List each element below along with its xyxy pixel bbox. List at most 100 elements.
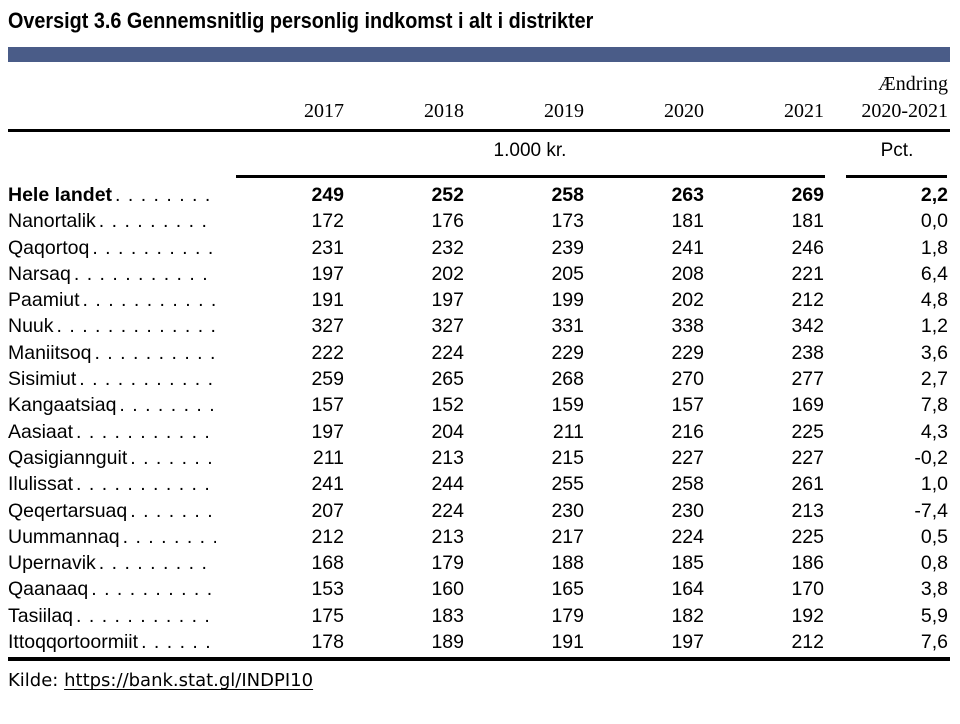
- table-row: Narsaq . . . . . . . . . . . . . . . . .…: [8, 261, 950, 287]
- district-label: Ittoqqortoormiit: [8, 631, 139, 654]
- district-label: Nanortalik: [8, 210, 96, 233]
- table-row: Paamiut . . . . . . . . . . . . . . . . …: [8, 287, 950, 313]
- value-2019: 199: [551, 289, 584, 312]
- change-header-line2: 2020-2021: [861, 100, 948, 122]
- dotted-leader: . . . . . . . . . . . . . . . . . . . . …: [122, 525, 216, 548]
- value-change: -7,4: [914, 499, 948, 522]
- value-2019: 188: [551, 552, 584, 575]
- value-2020: 230: [671, 499, 704, 522]
- value-change: 7,8: [920, 394, 948, 417]
- change-header-line1: Ændring: [878, 73, 948, 95]
- value-2017: 249: [311, 184, 344, 206]
- dotted-leader: . . . . . . . . . . . . . . . . . . . . …: [141, 631, 216, 654]
- value-2017: 327: [311, 315, 344, 338]
- value-change: 1,2: [920, 315, 948, 338]
- dotted-leader: . . . . . . . . . . . . . . . . . . . . …: [76, 473, 216, 496]
- value-2018: 232: [431, 236, 464, 259]
- table-row: Aasiaat . . . . . . . . . . . . . . . . …: [8, 419, 950, 445]
- value-2018: 213: [431, 525, 464, 548]
- value-change: 5,9: [920, 604, 948, 627]
- value-2020: 224: [671, 525, 704, 548]
- value-2017: 197: [311, 420, 344, 443]
- year-header-2017: 2017: [304, 100, 344, 122]
- value-2017: 207: [311, 499, 344, 522]
- value-2020: 181: [671, 210, 704, 233]
- dotted-leader: . . . . . . . . . . . . . . . . . . . . …: [79, 368, 216, 391]
- source-link[interactable]: https://bank.stat.gl/INDPI10: [64, 670, 314, 692]
- value-2020: 263: [671, 184, 704, 206]
- district-label: Qaanaaq: [8, 578, 89, 601]
- value-2019: 215: [551, 446, 584, 469]
- value-change: 1,0: [920, 473, 948, 496]
- value-2018: 252: [431, 184, 464, 206]
- value-change: 2,7: [920, 368, 948, 391]
- value-2020: 164: [671, 578, 704, 601]
- value-2020: 229: [671, 341, 704, 364]
- dotted-leader: . . . . . . . . . . . . . . . . . . . . …: [130, 446, 216, 469]
- value-2021: 269: [791, 184, 824, 206]
- table-row: Qeqertarsuaq . . . . . . . . . . . . . .…: [8, 498, 950, 524]
- value-2017: 191: [311, 289, 344, 312]
- dotted-leader: . . . . . . . . . . . . . . . . . . . . …: [98, 210, 216, 233]
- units-label-kroner: 1.000 kr.: [493, 140, 567, 161]
- source-line: Kilde: https://bank.stat.gl/INDPI10: [8, 661, 950, 691]
- district-label: Sisimiut: [8, 368, 77, 391]
- value-2018: 202: [431, 262, 464, 285]
- table-row: Qaanaaq . . . . . . . . . . . . . . . . …: [8, 576, 950, 602]
- value-2018: 160: [431, 578, 464, 601]
- district-label: Narsaq: [8, 262, 71, 285]
- value-2021: 225: [791, 420, 824, 443]
- units-row: 1.000 kr. Pct.: [8, 132, 950, 175]
- district-label: Hele landet: [8, 184, 113, 206]
- value-2017: 212: [311, 525, 344, 548]
- year-header-2021: 2021: [784, 100, 824, 122]
- year-header-2018: 2018: [424, 100, 464, 122]
- table-row: Qaqortoq . . . . . . . . . . . . . . . .…: [8, 235, 950, 261]
- units-rule-years: [236, 175, 825, 178]
- value-2019: 165: [551, 578, 584, 601]
- district-label: Qaqortoq: [8, 236, 90, 259]
- table-header: Ændring 2017 2018 2019 2020 2021 2020-20…: [8, 62, 950, 129]
- header-accent-bar: [8, 47, 950, 62]
- table-body: Hele landet . . . . . . . . . . . . . . …: [8, 178, 950, 655]
- value-change: 4,3: [920, 420, 948, 443]
- page-title: Oversigt 3.6 Gennemsnitlig personlig ind…: [8, 8, 594, 33]
- value-2018: 197: [431, 289, 464, 312]
- value-2020: 270: [671, 368, 704, 391]
- value-change: 4,8: [920, 289, 948, 312]
- value-2017: 231: [311, 236, 344, 259]
- value-change: 0,0: [920, 210, 948, 233]
- value-2018: 244: [431, 473, 464, 496]
- value-2017: 168: [311, 552, 344, 575]
- value-2017: 178: [311, 631, 344, 654]
- value-2019: 258: [551, 184, 584, 206]
- value-2020: 202: [671, 289, 704, 312]
- value-2019: 331: [551, 315, 584, 338]
- value-2021: 192: [791, 604, 824, 627]
- value-change: 3,6: [920, 341, 948, 364]
- value-2018: 176: [431, 210, 464, 233]
- value-2021: 212: [791, 631, 824, 654]
- value-2018: 183: [431, 604, 464, 627]
- value-2021: 213: [791, 499, 824, 522]
- value-2017: 211: [312, 446, 344, 469]
- value-2019: 173: [551, 210, 584, 233]
- value-2020: 208: [671, 262, 704, 285]
- units-label-pct: Pct.: [880, 140, 914, 161]
- value-change: 1,8: [920, 236, 948, 259]
- value-2019: 268: [551, 368, 584, 391]
- value-2018: 189: [431, 631, 464, 654]
- table-row: Kangaatsiaq . . . . . . . . . . . . . . …: [8, 392, 950, 418]
- value-2017: 222: [311, 341, 344, 364]
- district-label: Qeqertarsuaq: [8, 499, 128, 522]
- table-row: Nanortalik . . . . . . . . . . . . . . .…: [8, 208, 950, 234]
- units-rules: [8, 175, 950, 178]
- value-2020: 216: [671, 420, 704, 443]
- district-label: Maniitsoq: [8, 341, 92, 364]
- table-row: Qasigiannguit . . . . . . . . . . . . . …: [8, 445, 950, 471]
- units-rule-pct: [846, 175, 947, 178]
- table-row: Ittoqqortoormiit . . . . . . . . . . . .…: [8, 629, 950, 655]
- district-label: Kangaatsiaq: [8, 394, 117, 417]
- dotted-leader: . . . . . . . . . . . . . . . . . . . . …: [94, 341, 216, 364]
- value-change: 2,2: [920, 184, 948, 206]
